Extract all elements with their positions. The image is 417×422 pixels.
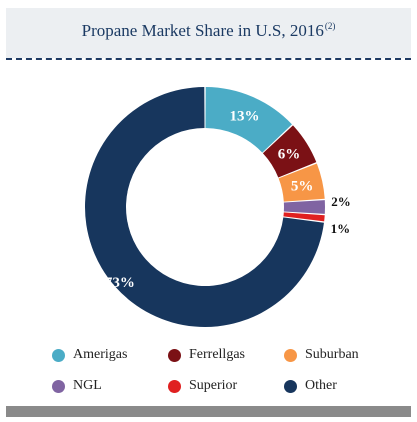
header-divider	[6, 58, 411, 60]
data-label-ferrellgas: 6%	[278, 147, 301, 163]
legend-swatch-ferrellgas	[168, 348, 181, 362]
legend-item-suburban: Suburban	[284, 347, 359, 363]
data-label-other: 73%	[105, 275, 135, 291]
legend-label-suburban: Suburban	[305, 347, 359, 362]
slice-superior	[283, 212, 325, 222]
legend-label-amerigas: Amerigas	[73, 347, 128, 362]
slice-ferrellgas	[262, 125, 317, 178]
slice-suburban	[278, 163, 325, 202]
legend-label-superior: Superior	[189, 378, 238, 393]
data-label-amerigas: 13%	[230, 109, 260, 125]
legend-item-amerigas: Amerigas	[52, 347, 127, 363]
data-label-superior: 1%	[331, 221, 351, 236]
donut-chart: 13% 6% 5% 2% 1% 73%	[85, 87, 351, 327]
bottom-bar	[6, 406, 411, 417]
slice-other	[85, 87, 324, 327]
chart-title-text: Propane Market Share in U.S, 2016	[81, 21, 324, 40]
data-label-ngl: 2%	[331, 194, 351, 209]
legend-label-other: Other	[305, 378, 337, 393]
legend-item-ngl: NGL	[52, 378, 102, 394]
chart-header: Propane Market Share in U.S, 2016(2)	[6, 8, 411, 58]
legend-item-ferrellgas: Ferrellgas	[168, 347, 245, 363]
data-label-suburban: 5%	[291, 178, 314, 194]
legend-swatch-other	[284, 379, 297, 393]
legend-swatch-amerigas	[52, 348, 65, 362]
legend-swatch-superior	[168, 379, 181, 393]
legend-label-ferrellgas: Ferrellgas	[189, 347, 245, 362]
legend-item-other: Other	[284, 378, 337, 394]
chart-title-footnote: (2)	[324, 21, 336, 31]
legend-label-ngl: NGL	[73, 378, 102, 393]
legend-swatch-suburban	[284, 348, 297, 362]
legend-swatch-ngl	[52, 379, 65, 393]
slice-amerigas	[205, 87, 292, 153]
chart-title: Propane Market Share in U.S, 2016(2)	[6, 21, 411, 41]
legend-item-superior: Superior	[168, 378, 237, 394]
slice-ngl	[283, 200, 326, 214]
